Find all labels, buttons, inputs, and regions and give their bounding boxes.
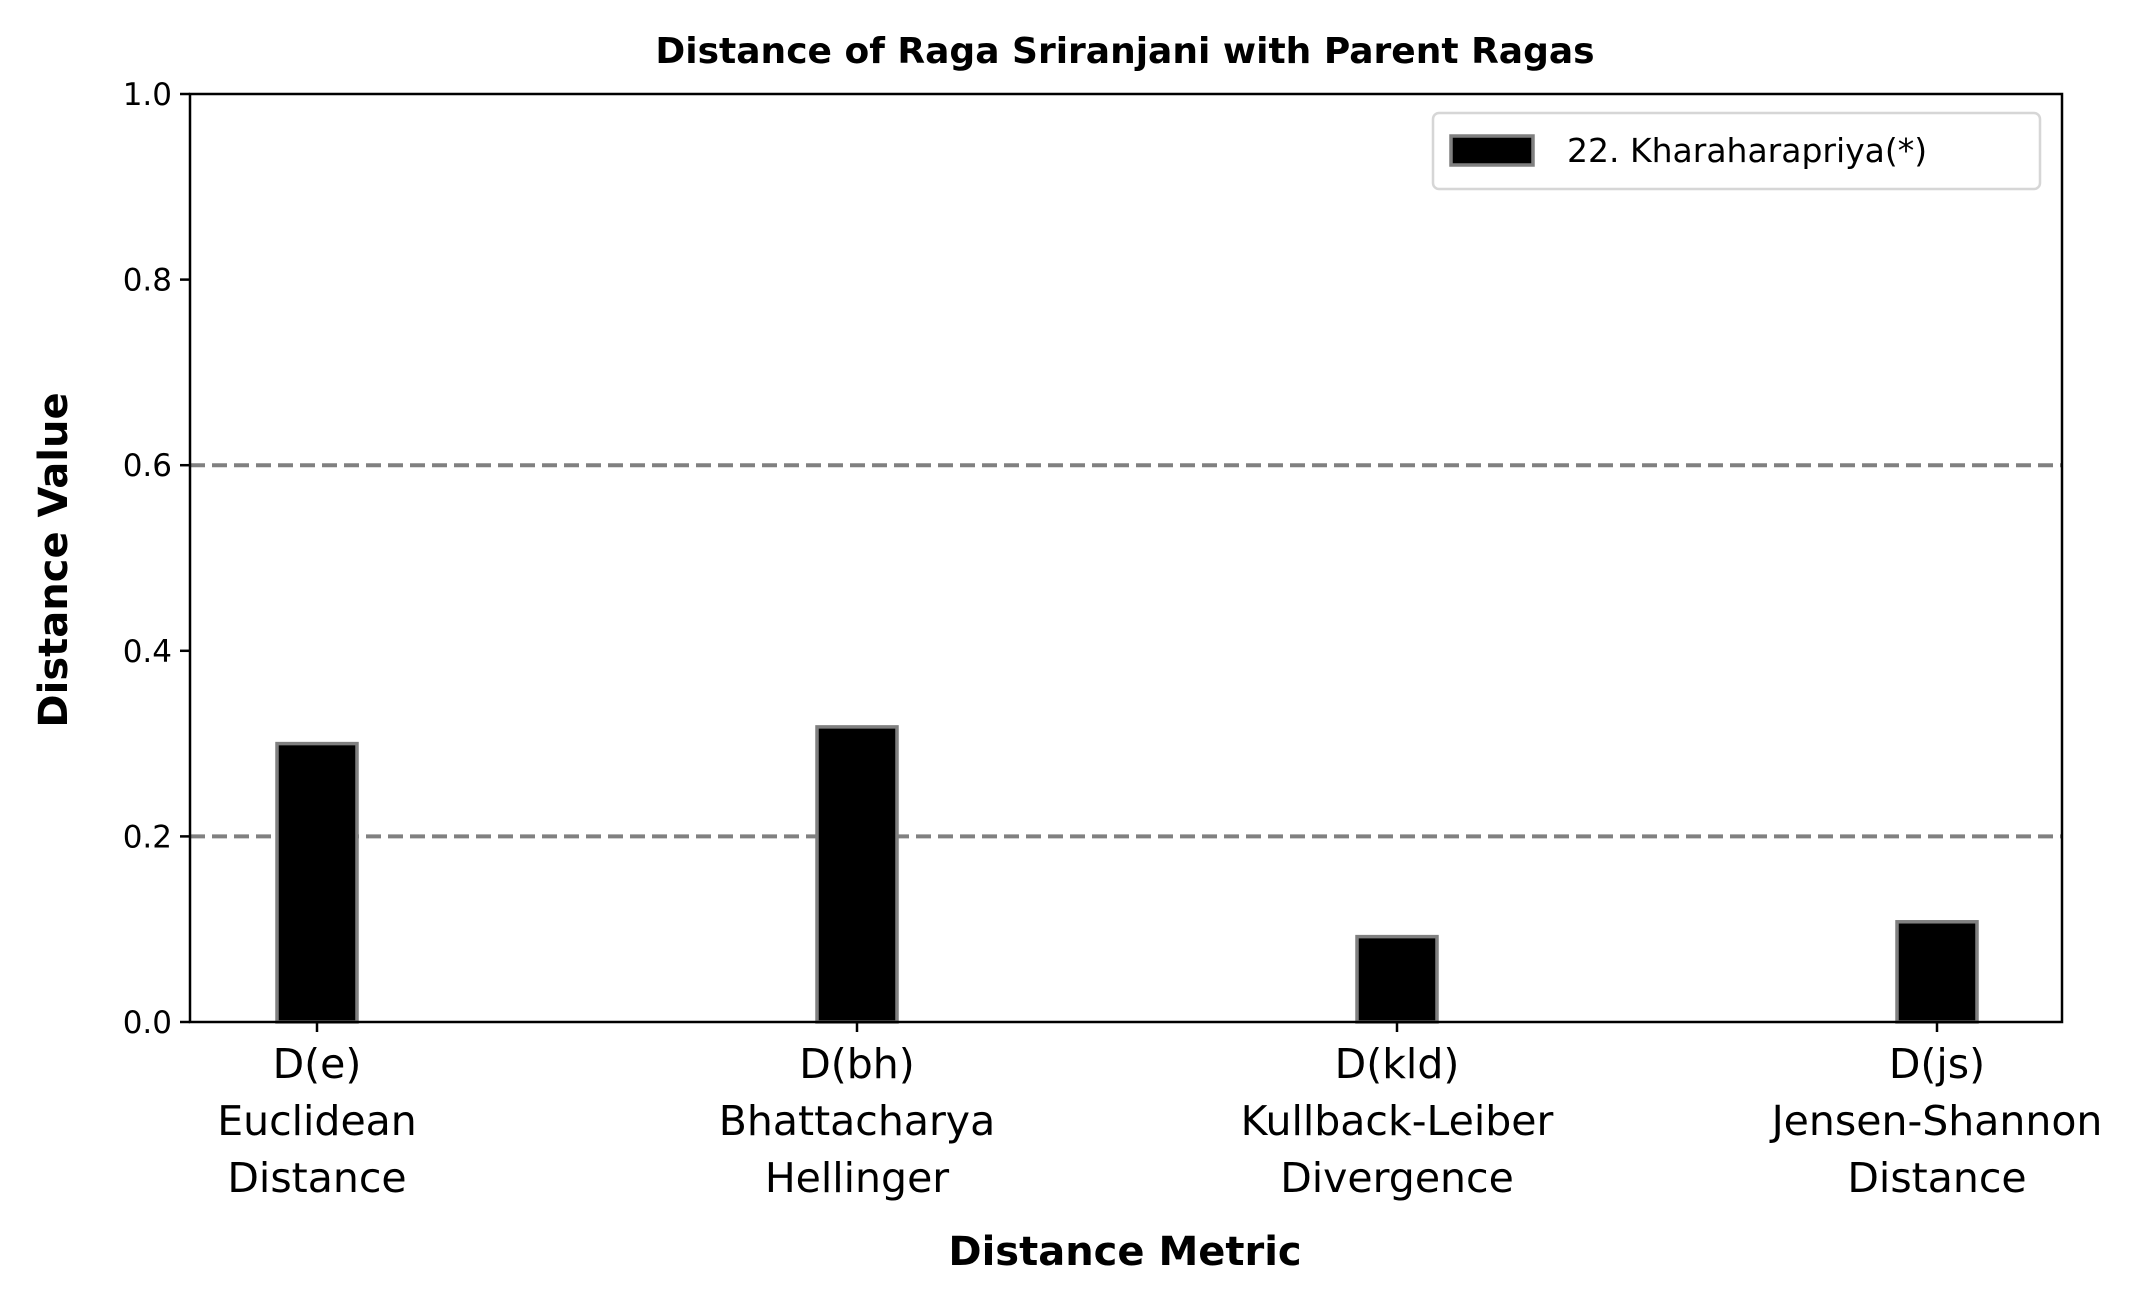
y-tick-label: 0.2 xyxy=(123,819,172,855)
bar xyxy=(1895,920,1979,1024)
y-tick-label: 0.6 xyxy=(123,448,172,484)
legend-box xyxy=(1431,111,2042,191)
legend-label: 22. Kharaharapriya(*) xyxy=(1567,131,1927,170)
chart-title: Distance of Raga Sriranjani with Parent … xyxy=(655,31,1594,72)
plot-area: 0.0 0.2 0.4 0.6 0.8 1.0 D(e) Euclidean Distance D… xyxy=(123,77,2103,1202)
y-tick-label: 0.8 xyxy=(123,263,172,299)
x-axis-title: Distance Metric xyxy=(948,1229,1301,1275)
x-tick-label: D(e) Euclidean Distance xyxy=(217,1040,417,1202)
legend: 22. Kharaharapriya(*) xyxy=(1431,111,2042,191)
x-tick-label: D(kld) Kullback-Leiber Divergence xyxy=(1241,1040,1554,1202)
x-tick-label: D(js) Jensen-Shannon Distance xyxy=(1769,1040,2103,1202)
axes-frame xyxy=(188,92,2064,1024)
y-tick-label: 1.0 xyxy=(123,77,172,113)
legend-swatch xyxy=(1449,134,1535,167)
bar xyxy=(815,725,899,1024)
y-tick-label: 0.4 xyxy=(123,634,172,670)
y-axis-title: Distance Value xyxy=(31,392,77,727)
x-tick-label: D(bh) Bhattacharya Hellinger xyxy=(719,1040,995,1202)
bar xyxy=(275,741,359,1024)
bar xyxy=(1355,934,1439,1024)
y-tick-label: 0.0 xyxy=(123,1005,172,1041)
